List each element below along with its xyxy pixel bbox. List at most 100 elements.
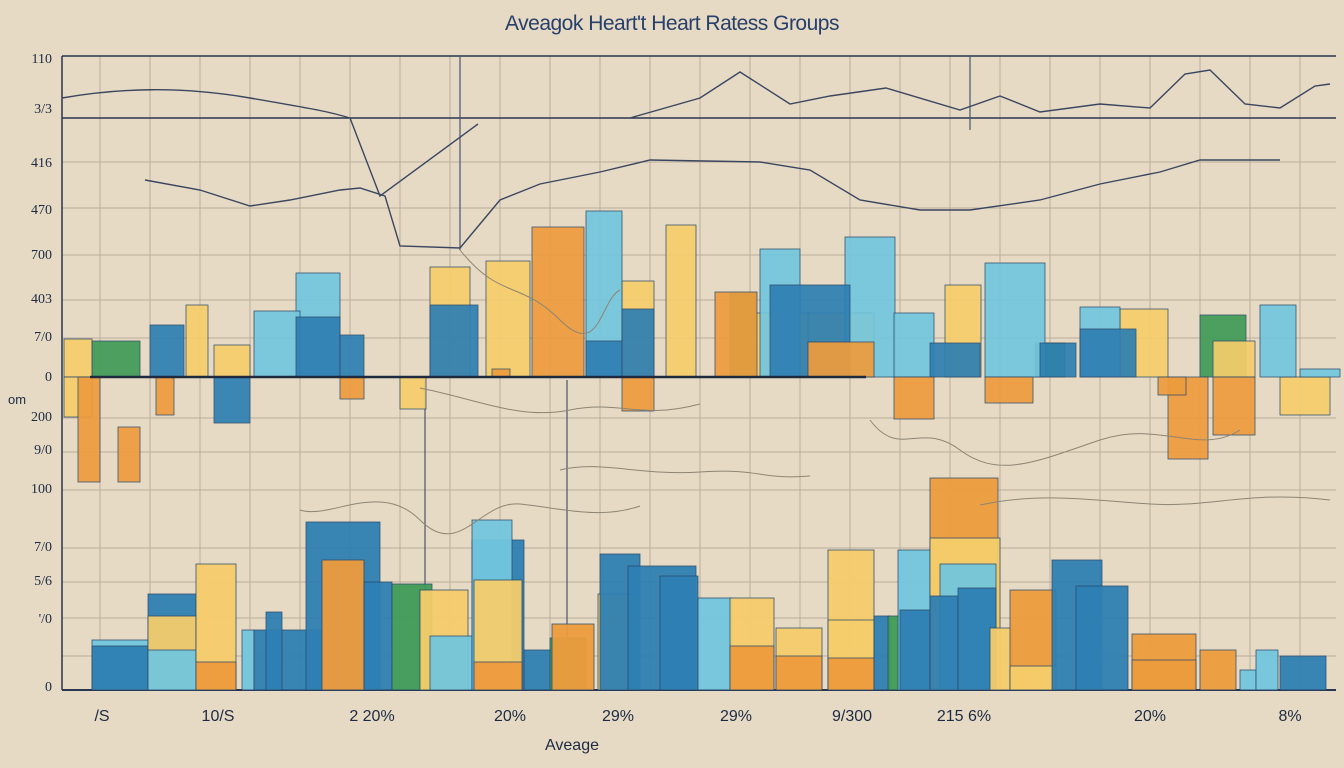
bar xyxy=(984,262,1046,378)
bar xyxy=(147,649,197,691)
series-line xyxy=(419,387,701,414)
y-tick-label: 0 xyxy=(45,370,52,385)
bar xyxy=(1157,376,1187,396)
y-tick-label: 0 xyxy=(45,680,52,695)
series-line xyxy=(629,69,1331,119)
bar xyxy=(585,340,623,378)
bar xyxy=(873,615,891,691)
y-tick-label: 100 xyxy=(31,482,52,497)
series-line xyxy=(459,249,621,335)
bar xyxy=(1079,328,1137,378)
series-line xyxy=(299,501,641,535)
x-tick-label: 10/S xyxy=(201,708,235,725)
bar xyxy=(714,291,758,378)
bar xyxy=(893,312,935,378)
bar xyxy=(621,308,655,378)
bar xyxy=(91,340,141,378)
bar xyxy=(1039,342,1077,378)
bar xyxy=(321,559,365,691)
bar xyxy=(531,226,585,378)
bar xyxy=(213,344,251,378)
y-tick-label: 5/6 xyxy=(34,574,52,589)
bar xyxy=(485,260,531,378)
y-tick-label: 416 xyxy=(31,156,52,171)
bar xyxy=(929,595,959,691)
bar xyxy=(1279,376,1331,416)
bar xyxy=(265,611,283,691)
y-tick-label: 7/0 xyxy=(34,540,52,555)
bar xyxy=(989,627,1013,691)
x-tick-label: 215 6% xyxy=(936,708,992,725)
series-line xyxy=(869,419,1241,466)
x-axis-label: Aveage xyxy=(545,737,599,754)
bar xyxy=(807,341,875,378)
y-tick-label: 7/0 xyxy=(34,330,52,345)
bar xyxy=(149,324,185,378)
y-tick-label: 200 xyxy=(31,410,52,425)
bar xyxy=(659,575,699,691)
bar xyxy=(1131,659,1197,691)
y-tick-label: 700 xyxy=(31,248,52,263)
bar xyxy=(523,649,553,691)
bar xyxy=(77,376,101,483)
bar xyxy=(91,645,149,691)
series-line xyxy=(144,159,1280,249)
x-tick-label: 20% xyxy=(493,708,527,725)
chart-title: Aveagok Heart't Heart Ratess Groups xyxy=(505,12,839,35)
x-tick-label: 8% xyxy=(1278,708,1302,725)
bar xyxy=(984,376,1034,404)
bar xyxy=(893,376,935,420)
bar xyxy=(429,304,479,378)
bar xyxy=(929,342,981,378)
y-tick-label: 403 xyxy=(31,292,52,307)
bar xyxy=(1009,665,1057,691)
series-line xyxy=(979,496,1331,506)
bar xyxy=(827,657,875,691)
series-line xyxy=(61,89,479,198)
y-tick-label: 9/0 xyxy=(34,443,52,458)
bar xyxy=(775,655,823,691)
bar xyxy=(473,661,523,691)
series-line xyxy=(559,466,811,478)
x-tick-label: 29% xyxy=(719,708,753,725)
bar xyxy=(1279,655,1327,691)
bar xyxy=(665,224,697,378)
y-axis-label: om xyxy=(8,392,27,407)
bar xyxy=(551,623,595,691)
bar xyxy=(1259,304,1297,378)
y-tick-label: 470 xyxy=(31,203,52,218)
bar xyxy=(1299,368,1341,378)
x-tick-label: 20% xyxy=(1133,708,1167,725)
bar xyxy=(1239,669,1257,691)
bar xyxy=(1212,376,1256,436)
bar xyxy=(399,376,427,410)
bar xyxy=(363,581,393,691)
x-tick-label: /S xyxy=(94,708,110,725)
bar xyxy=(241,629,255,691)
bar xyxy=(429,635,473,691)
bar xyxy=(213,376,251,424)
y-tick-label: 3/3 xyxy=(34,102,52,117)
bar xyxy=(63,338,93,378)
bar xyxy=(729,645,775,691)
x-tick-label: 2 20% xyxy=(349,708,395,725)
bar xyxy=(1075,585,1129,691)
bar xyxy=(253,310,301,378)
bar xyxy=(185,304,209,378)
bar xyxy=(1255,649,1279,691)
bar xyxy=(195,661,237,691)
bar xyxy=(339,334,365,378)
bar xyxy=(339,376,365,400)
bar xyxy=(621,376,655,412)
bar xyxy=(295,316,341,378)
x-tick-label: 9/300 xyxy=(831,708,873,725)
y-tick-label: 110 xyxy=(31,52,52,67)
x-tick-label: 29% xyxy=(601,708,635,725)
bar xyxy=(117,426,141,483)
bar xyxy=(1212,340,1256,378)
bar xyxy=(1199,649,1237,691)
y-tick-label: '/0 xyxy=(38,612,52,627)
bar xyxy=(697,597,733,691)
